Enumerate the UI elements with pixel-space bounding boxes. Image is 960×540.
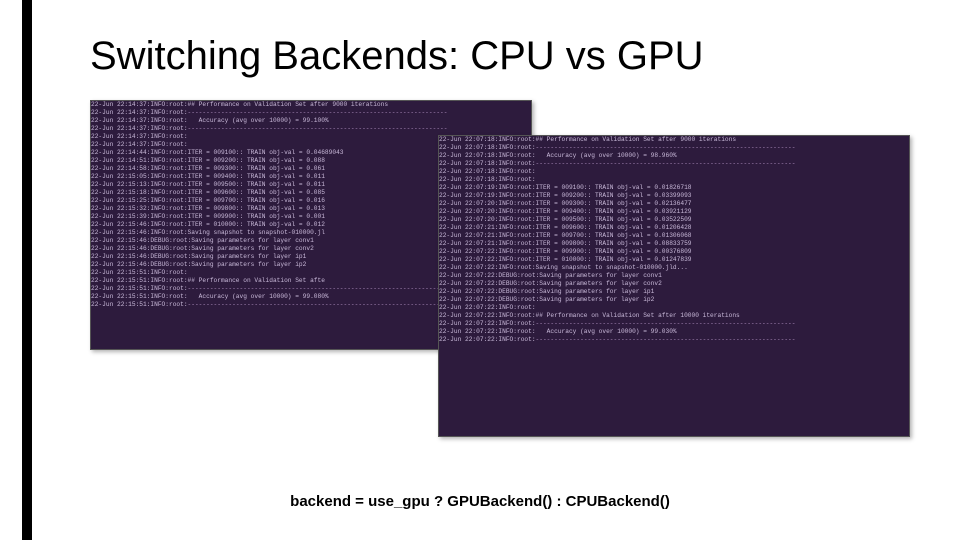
slide-accent-bar (22, 0, 32, 540)
code-caption: backend = use_gpu ? GPUBackend() : CPUBa… (0, 493, 960, 510)
slide-title: Switching Backends: CPU vs GPU (90, 34, 704, 79)
terminal-right: 22-Jun 22:07:18:INFO:root:## Performance… (438, 135, 910, 437)
